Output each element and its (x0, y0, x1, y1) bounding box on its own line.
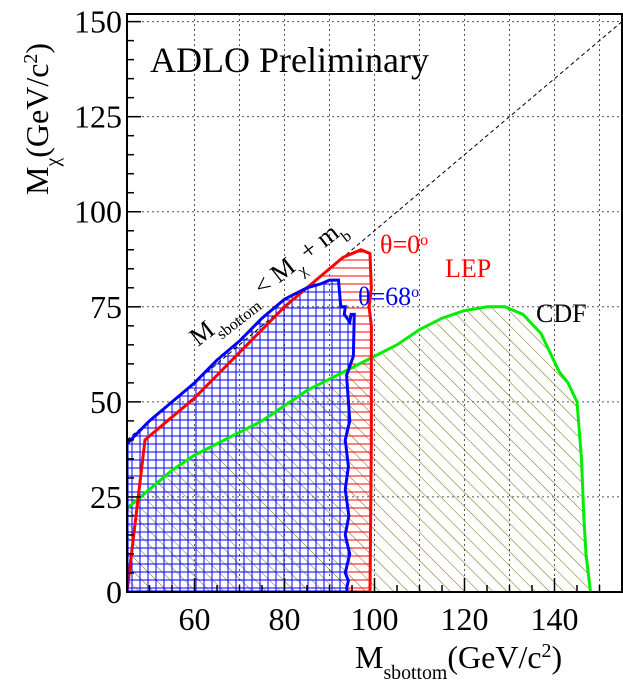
chart-title: ADLO Preliminary (150, 40, 429, 80)
x-tick-label: 120 (441, 601, 489, 637)
axis-ticks (127, 20, 601, 593)
x-tick-label: 60 (179, 601, 211, 637)
y-tick-label: 150 (74, 4, 122, 40)
theta0-annotation: θ=0o (380, 230, 428, 259)
y-tick-label: 125 (74, 99, 122, 135)
lep-annotation: LEP (445, 254, 491, 283)
x-tick-label: 100 (351, 601, 399, 637)
y-axis-label: Mχ(GeV/c2) (19, 43, 64, 195)
y-tick-label: 25 (90, 479, 122, 515)
x-tick-label: 80 (269, 601, 301, 637)
y-tick-label: 75 (90, 289, 122, 325)
y-tick-label: 0 (106, 574, 122, 610)
x-tick-label: 140 (531, 601, 579, 637)
cdf-series-line (127, 305, 592, 592)
lep-theta0-series-line (127, 248, 373, 592)
kinematic-limit-line (127, 21, 622, 441)
lep-theta68-series-line (127, 278, 356, 592)
y-tick-label: 100 (74, 194, 122, 230)
cdf-annotation: CDF (536, 299, 587, 328)
tick-labels: 60 80 100 120 140 0 25 50 75 100 125 150 (74, 4, 579, 637)
lep-theta68-excluded-area (127, 280, 355, 592)
y-tick-label: 50 (90, 384, 122, 420)
x-axis-label: Msbottom(GeV/c2) (355, 639, 562, 684)
theta68-annotation: θ=68o (358, 282, 419, 311)
